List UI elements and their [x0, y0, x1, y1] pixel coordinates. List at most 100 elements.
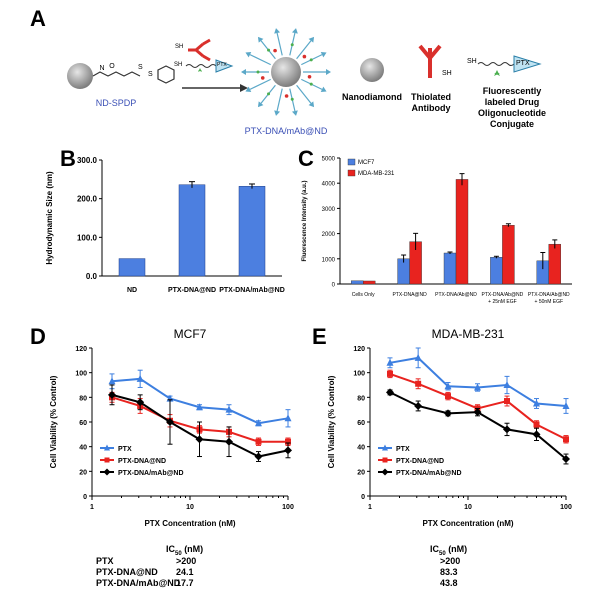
y-tick-label: 100	[353, 371, 365, 378]
data-point	[414, 401, 423, 410]
data-point	[136, 374, 144, 382]
ic50-value-mda: 83.3	[440, 567, 458, 577]
legend-ptx-label: PTX	[516, 60, 530, 67]
chart-title: MCF7	[174, 327, 207, 341]
x-tick-label: 100	[560, 504, 572, 511]
ic50-value-mcf7: 17.7	[176, 578, 194, 588]
data-point	[195, 403, 203, 411]
legend-swatch	[347, 169, 356, 177]
chart-b-hydrodynamic-size: 0.0 100.0 200.0 300.0 ND PTX-DNA@ND PTX-DNA/mA…	[45, 156, 285, 294]
legend-nanodiamond-label: Nanodiamond	[342, 92, 402, 102]
bar-mda-mb-231	[502, 225, 515, 285]
y-tick-label: 4000	[322, 182, 336, 188]
y-tick-label: 0	[332, 283, 336, 289]
legend-marker	[104, 457, 110, 463]
panel-letter-b: B	[60, 146, 76, 171]
x-axis-label: PTX Concentration (nM)	[144, 519, 235, 528]
strand-arrowhead	[326, 69, 331, 75]
y-tick-label: 60	[357, 420, 365, 427]
data-point	[444, 382, 452, 390]
svg-text:N: N	[99, 65, 104, 72]
strand-arrowhead	[245, 86, 252, 93]
legend-sh-antibody: SH	[442, 70, 452, 77]
data-point	[284, 414, 292, 422]
legend-marker	[103, 468, 111, 476]
data-point	[195, 435, 204, 444]
y-tick-label: 1000	[322, 257, 336, 263]
bar-mda-mb-231	[548, 243, 562, 285]
bar-mda-mb-231	[455, 179, 469, 285]
strand-arrowhead	[245, 51, 252, 58]
y-tick-label: 200.0	[77, 195, 98, 204]
conjugate-strand	[276, 32, 283, 56]
legend-label: PTX	[396, 446, 410, 453]
strand-arrowhead	[320, 86, 327, 93]
antibody-dot	[307, 74, 312, 79]
legend-conjugate-label: Fluorescently labeled Drug Oligonucleoti…	[477, 86, 546, 129]
bar-mcf7	[351, 280, 364, 285]
antibody-dot	[284, 94, 289, 98]
legend-label: PTX-DNA@ND	[396, 458, 444, 465]
antibody-dot	[273, 48, 277, 53]
chart-c-fluorescence: 0 1000 2000 3000 4000 5000 Cells Only PTX-DNA@N…	[302, 157, 572, 305]
fluor-dot	[256, 70, 260, 74]
x-axis-label: PTX Concentration (nM)	[422, 519, 513, 528]
legend-fluorophore-icon	[494, 70, 500, 76]
strand-arrowhead	[308, 36, 315, 43]
chart-title: MDA-MB-231	[432, 327, 505, 341]
y-axis-label: Fluorescence Intensity (a.u.)	[302, 180, 308, 261]
legend-swatch	[347, 158, 356, 166]
product-particle	[241, 28, 331, 116]
svg-text:S: S	[148, 71, 153, 78]
strand-arrowhead	[308, 101, 315, 108]
y-tick-label: 3000	[322, 207, 336, 213]
data-point	[386, 388, 395, 397]
y-tick-label: 20	[79, 469, 87, 476]
data-point	[225, 405, 233, 413]
x-tick-label: PTX-DNA/Ab@ND	[435, 292, 477, 298]
bar-mcf7	[490, 257, 503, 285]
y-tick-label: 100	[75, 371, 87, 378]
legend-sh-conjugate: SH	[467, 58, 477, 65]
ptx-tag-small	[215, 59, 234, 73]
strand-arrowhead	[274, 110, 281, 116]
y-axis-label: Cell Viability (% Control)	[327, 375, 336, 468]
product-label: PTX-DNA/mAb@ND	[244, 126, 328, 136]
panel-letter-e: E	[312, 324, 327, 349]
legend-antibody-label: Thiolated Antibody	[411, 92, 451, 113]
legend-label: PTX-DNA/mAb@ND	[396, 470, 462, 477]
ic50-row-label: PTX-DNA@ND	[96, 567, 158, 577]
panel-letter-c: C	[298, 146, 314, 171]
data-point	[255, 438, 262, 445]
x-tick-label: + 25nM EGF	[488, 299, 516, 305]
legend-label: PTX	[118, 446, 132, 453]
x-tick-label: PTX-DNA/mAb@ND	[219, 287, 285, 294]
data-point	[503, 381, 511, 388]
conjugate-strand	[276, 88, 283, 112]
strand-arrowhead	[241, 69, 246, 75]
fluor-dot	[290, 43, 294, 47]
y-axis-label: Cell Viability (% Control)	[49, 375, 58, 468]
y-tick-label: 20	[357, 469, 365, 476]
conjugate-strand	[249, 78, 271, 90]
legend-label: PTX-DNA/mAb@ND	[118, 470, 184, 477]
legend-ptx-icon	[513, 55, 542, 73]
legend-antibody-icon	[418, 44, 442, 78]
legend-marker	[382, 444, 388, 451]
x-tick-label: PTX-DNA/Ab@ND	[482, 292, 524, 298]
ic50-row-label: PTX	[96, 556, 114, 566]
legend-label: PTX-DNA@ND	[118, 458, 166, 465]
data-point	[415, 380, 422, 387]
y-tick-label: 120	[353, 346, 365, 353]
data-point	[387, 370, 394, 377]
bar-mcf7	[443, 252, 457, 285]
data-point	[562, 455, 570, 463]
data-point	[108, 390, 117, 399]
data-point	[136, 398, 145, 407]
data-point	[473, 383, 481, 391]
antibody-dot	[302, 54, 307, 59]
y-tick-label: 300.0	[77, 156, 98, 165]
x-tick-label: Cells Only	[352, 292, 375, 298]
legend-label: MCF7	[358, 160, 375, 166]
